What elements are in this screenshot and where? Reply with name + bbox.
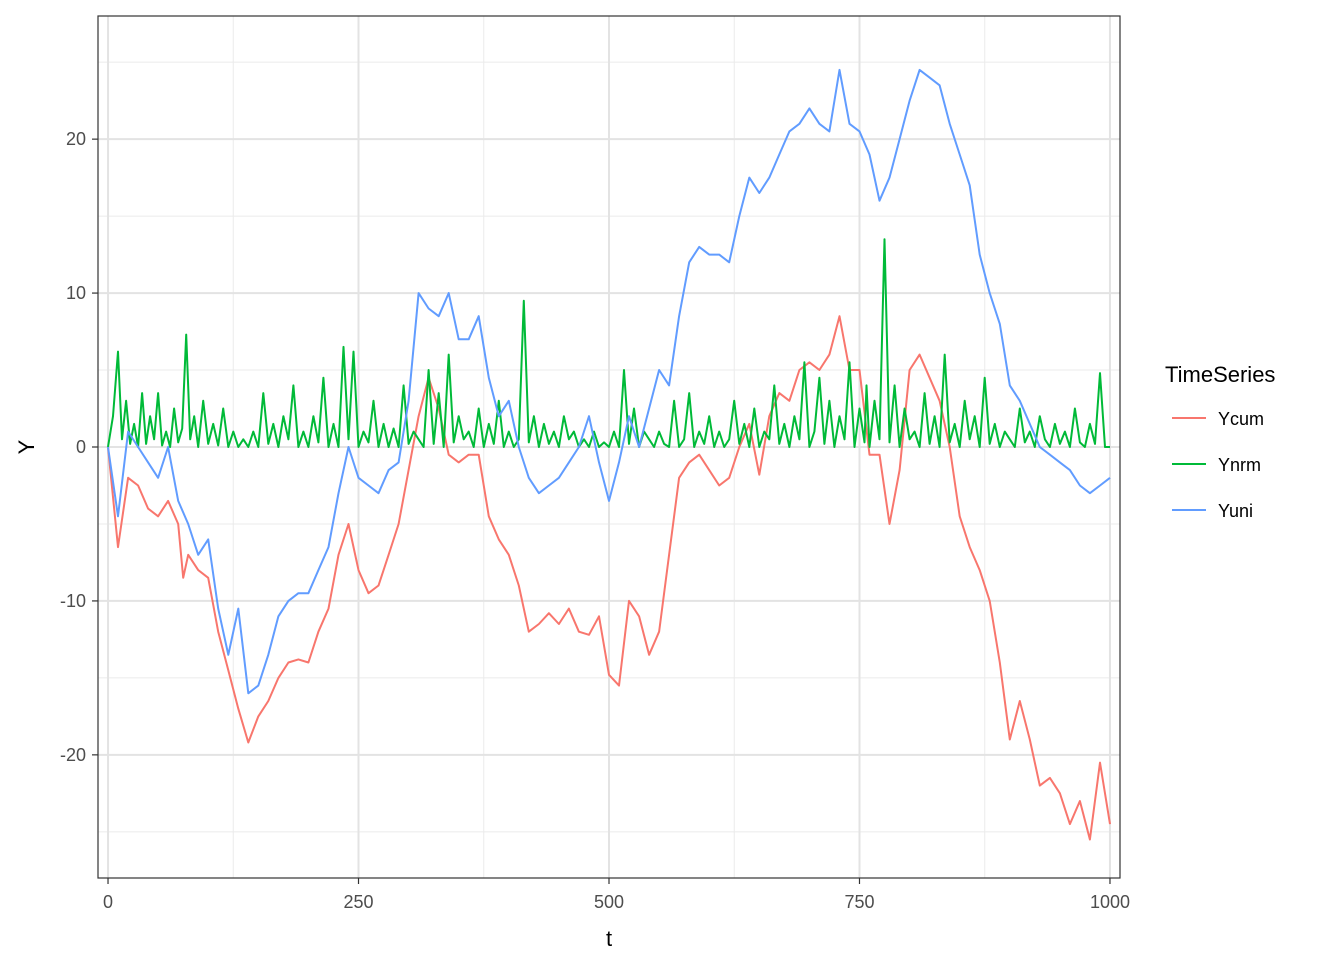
y-tick-label: 10 xyxy=(66,283,86,303)
x-tick-label: 250 xyxy=(343,892,373,912)
y-tick-label: 0 xyxy=(76,437,86,457)
y-axis: -20 -10 0 10 20 xyxy=(60,129,98,765)
legend-label-ynrm: Ynrm xyxy=(1218,455,1261,475)
series-line-ynrm xyxy=(107,238,1110,448)
legend-label-ycum: Ycum xyxy=(1218,409,1264,429)
y-tick-label: -20 xyxy=(60,745,86,765)
y-tick-label: 20 xyxy=(66,129,86,149)
x-axis: 0 250 500 750 1000 xyxy=(103,878,1130,912)
legend-title: TimeSeries xyxy=(1165,362,1275,387)
x-axis-title: t xyxy=(606,926,612,951)
x-tick-label: 750 xyxy=(844,892,874,912)
x-tick-label: 500 xyxy=(594,892,624,912)
legend-label-yuni: Yuni xyxy=(1218,501,1253,521)
x-tick-label: 0 xyxy=(103,892,113,912)
x-tick-label: 1000 xyxy=(1090,892,1130,912)
y-axis-title: Y xyxy=(14,439,39,454)
series-line-yuni xyxy=(107,68,1111,695)
series-lines xyxy=(107,68,1111,841)
y-tick-label: -10 xyxy=(60,591,86,611)
legend: TimeSeries Ycum Ynrm Yuni xyxy=(1165,362,1275,521)
